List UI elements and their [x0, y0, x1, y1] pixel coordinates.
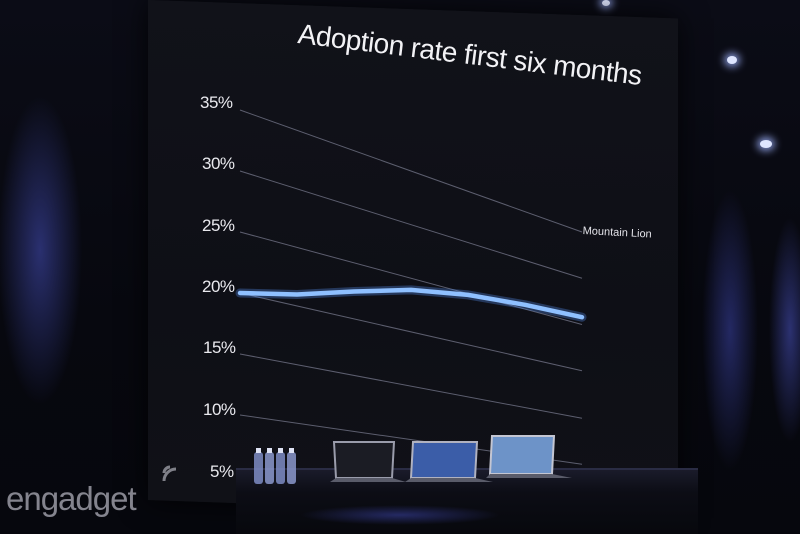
laptop: [405, 438, 495, 482]
y-tick-label: 25%: [202, 216, 235, 236]
water-bottles: [252, 446, 302, 486]
y-tick-label: 20%: [202, 277, 235, 297]
gridline: [240, 354, 582, 418]
signal-icon: [160, 455, 186, 485]
gridline: [240, 110, 582, 232]
laptop: [486, 434, 576, 478]
watermark-logo: engadget: [6, 480, 136, 518]
y-tick-label: 15%: [203, 338, 236, 358]
podium-glow: [300, 505, 500, 525]
laptop: [330, 438, 410, 482]
y-tick-label: 30%: [202, 154, 235, 174]
y-tick-label: 10%: [203, 400, 236, 420]
gridline: [240, 171, 582, 278]
y-tick-label: 5%: [210, 462, 234, 482]
y-tick-label: 35%: [200, 93, 233, 113]
